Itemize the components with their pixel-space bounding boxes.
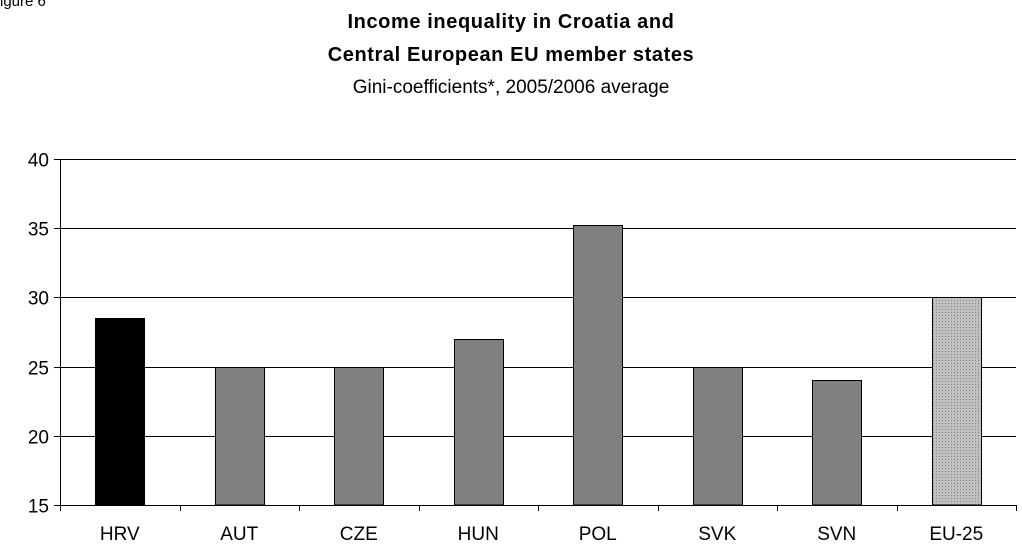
axes	[54, 159, 1017, 511]
x-tick-label: POL	[579, 524, 617, 545]
y-tick-label: 40	[28, 151, 49, 172]
x-tick-label: EU-25	[929, 524, 983, 545]
y-tick-label: 30	[28, 289, 49, 310]
bar-svk	[693, 367, 743, 506]
x-tick-label: SVN	[817, 524, 856, 545]
x-tick-label: CZE	[340, 524, 378, 545]
bar-aut	[215, 367, 265, 506]
gridlines	[60, 159, 1016, 437]
y-tick-label: 25	[28, 359, 49, 380]
axis-labels: 15 20 25 30 35 40 HRV AUT CZE HUN POL SVK SVN EU-25	[28, 151, 983, 546]
bar-cze	[334, 367, 384, 506]
chart-title-line-1: Income inequality in Croatia and	[347, 11, 675, 33]
bar-eu-25	[932, 297, 982, 506]
bar-hrv	[95, 318, 145, 506]
x-tick-label: HRV	[100, 524, 140, 545]
figure-label: igure 6	[0, 0, 46, 10]
x-tick-label: SVK	[698, 524, 736, 545]
chart-title-line-2: Central European EU member states	[327, 44, 695, 66]
y-tick-label: 20	[28, 428, 49, 449]
bar-svn	[812, 380, 862, 506]
bar-pol	[573, 225, 623, 506]
bar-hun	[454, 339, 504, 506]
x-tick-label: HUN	[458, 524, 499, 545]
x-tick-label: AUT	[220, 524, 258, 545]
bars	[95, 225, 982, 506]
y-tick-label: 35	[28, 220, 49, 241]
y-tick-label: 15	[28, 497, 49, 518]
chart-subtitle: Gini-coefficients*, 2005/2006 average	[352, 77, 670, 98]
